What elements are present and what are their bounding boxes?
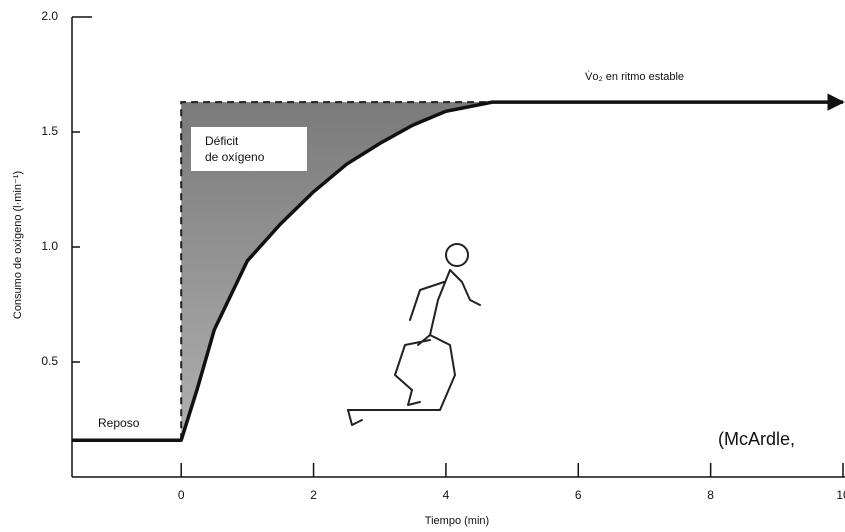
runner-illustration	[348, 244, 480, 425]
page: {"chart_data": {"type": "line", "x_label…	[0, 0, 845, 532]
x-tick-label: 2	[310, 488, 317, 502]
x-tick-label: 10	[836, 488, 845, 502]
y-tick-label: 2.0	[41, 9, 58, 23]
annotation: V̇o₂ en ritmo estable	[585, 70, 684, 83]
y-tick-label: 0.5	[41, 354, 58, 368]
x-tick-label: 8	[707, 488, 714, 502]
annotation: de oxígeno	[205, 150, 265, 164]
chart: Tiempo (min) Consumo de oxígeno (l·min⁻¹…	[0, 0, 845, 532]
y-axis-title: Consumo de oxígeno (l·min⁻¹)	[12, 171, 24, 319]
y-tick-label: 1.0	[41, 239, 58, 253]
y-tick-label: 1.5	[41, 124, 58, 138]
x-axis-title: Tiempo (min)	[425, 515, 489, 527]
x-tick-label: 6	[575, 488, 582, 502]
x-tick-label: 4	[443, 488, 450, 502]
x-tick-label: 0	[178, 488, 185, 502]
annotation: Reposo	[98, 416, 140, 430]
annotation: Déficit	[205, 134, 239, 148]
annotation: (McArdle,	[718, 429, 795, 449]
